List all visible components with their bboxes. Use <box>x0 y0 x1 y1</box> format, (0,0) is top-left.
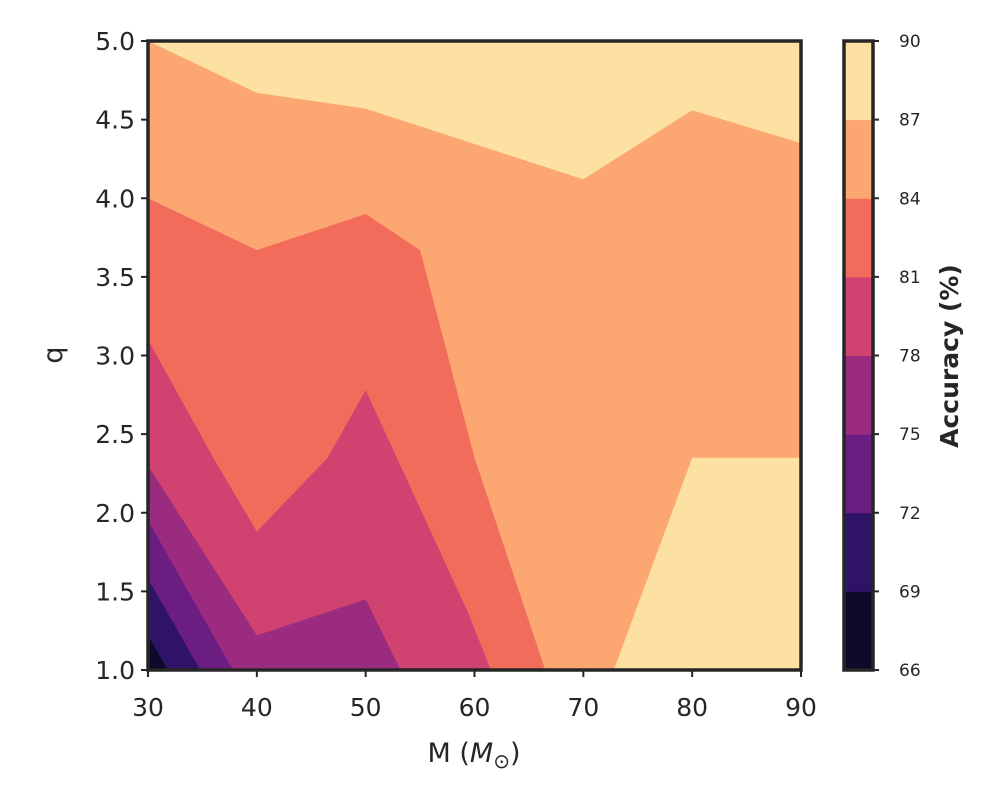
y-tick-label: 1.5 <box>95 577 135 606</box>
colorbar-band-72-75 <box>844 434 873 514</box>
y-tick-label: 4.0 <box>95 184 135 213</box>
y-tick-label: 2.5 <box>95 420 135 449</box>
y-axis: 1.0 1.5 2.0 2.5 3.0 3.5 4.0 4.5 5.0 <box>95 27 148 685</box>
colorbar-tick-label: 87 <box>899 111 921 131</box>
contour-region-66-69 <box>148 635 168 670</box>
contour-region-75-78 <box>148 465 401 670</box>
y-tick-label: 2.0 <box>95 499 135 528</box>
colorbar <box>844 41 873 671</box>
y-tick-label: 4.5 <box>95 106 135 135</box>
colorbar-band-84-87 <box>844 119 873 199</box>
contour-regions <box>148 41 801 671</box>
contour-region-69-72 <box>148 578 201 670</box>
x-tick-label: 30 <box>132 693 164 722</box>
colorbar-band-87-90 <box>844 41 873 121</box>
x-tick-label: 50 <box>350 693 382 722</box>
colorbar-tick-label: 84 <box>899 189 921 209</box>
x-axis-title: M (M⊙) <box>427 738 520 773</box>
y-tick-label: 5.0 <box>95 27 135 56</box>
colorbar-tick-label: 69 <box>899 582 921 602</box>
x-tick-label: 60 <box>459 693 491 722</box>
x-axis: 30 40 50 60 70 80 90 <box>132 670 817 722</box>
colorbar-band-69-72 <box>844 512 873 592</box>
x-tick-label: 90 <box>785 693 817 722</box>
colorbar-tick-label: 72 <box>899 504 921 524</box>
contour-region-78-81 <box>148 339 491 670</box>
x-tick-label: 40 <box>241 693 273 722</box>
y-tick-label: 1.0 <box>95 656 135 685</box>
y-axis-title: q <box>38 346 69 363</box>
colorbar-ticks: 66 69 72 75 78 81 84 87 90 <box>873 32 921 681</box>
colorbar-title: Accuracy (%) <box>935 264 964 448</box>
colorbar-tick-label: 75 <box>899 425 921 445</box>
colorbar-band-81-84 <box>844 198 873 278</box>
colorbar-tick-label: 66 <box>899 661 921 681</box>
colorbar-tick-label: 81 <box>899 268 921 288</box>
y-tick-label: 3.5 <box>95 263 135 292</box>
x-tick-label: 80 <box>676 693 708 722</box>
colorbar-tick-label: 90 <box>899 32 921 52</box>
x-tick-label: 70 <box>567 693 599 722</box>
colorbar-band-66-69 <box>844 591 873 671</box>
colorbar-band-78-81 <box>844 276 873 356</box>
y-tick-label: 3.0 <box>95 342 135 371</box>
colorbar-tick-label: 78 <box>899 347 921 367</box>
colorbar-band-75-78 <box>844 355 873 435</box>
